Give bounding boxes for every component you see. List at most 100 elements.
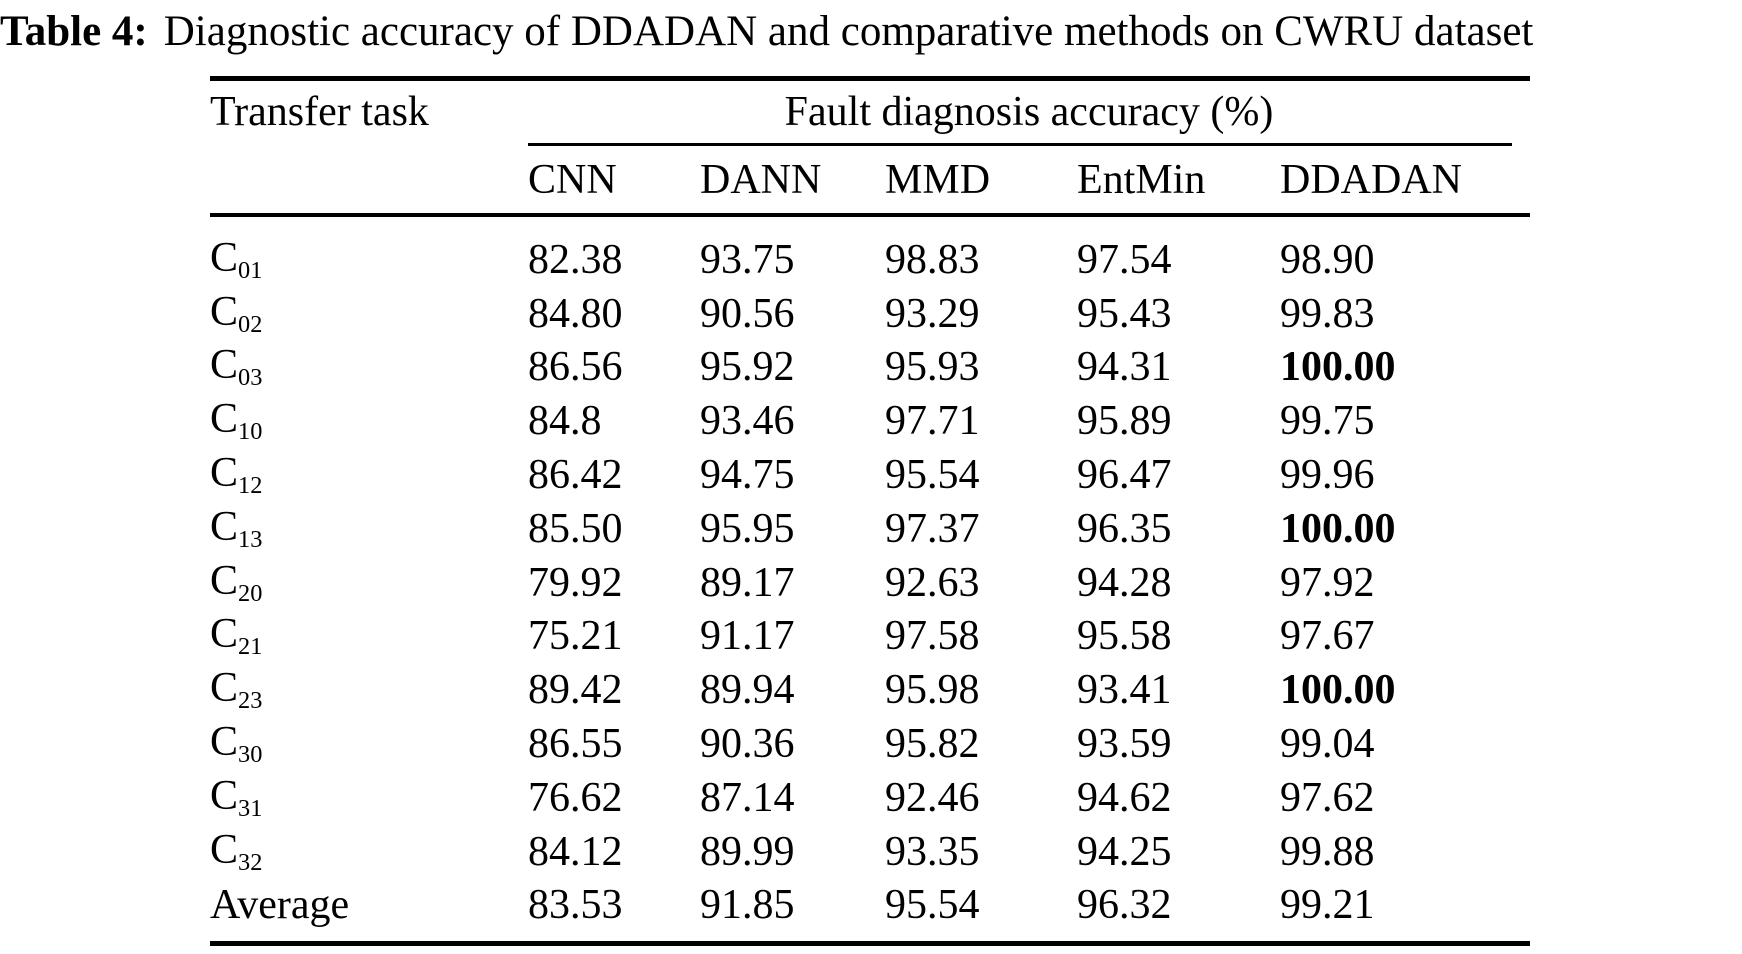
transfer-task-cell: C20 bbox=[210, 560, 528, 606]
top-rule bbox=[210, 76, 1530, 81]
table-caption: Table 4: Diagnostic accuracy of DDADAN an… bbox=[0, 6, 1742, 58]
accuracy-value-cell: 97.62 bbox=[1280, 774, 1375, 821]
transfer-task-cell: C31 bbox=[210, 775, 528, 821]
accuracy-value-cell: 85.50 bbox=[528, 505, 623, 552]
table-header-row-1: Transfer task Fault diagnosis accuracy (… bbox=[210, 81, 1530, 143]
transfer-task-subscript: 21 bbox=[238, 633, 263, 661]
transfer-task-cell: Average bbox=[210, 884, 528, 926]
accuracy-value-cell: 95.89 bbox=[1077, 398, 1172, 445]
table-body: C01 82.38 93.75 98.83 97.54 98.90 C02 84.80 90.5… bbox=[210, 217, 1530, 932]
transfer-task-subscript: 20 bbox=[238, 579, 263, 607]
accuracy-value-cell: 95.43 bbox=[1077, 290, 1172, 337]
accuracy-value-cell: 89.42 bbox=[528, 667, 623, 714]
table-row: C21 75.21 91.17 97.58 95.58 97.67 bbox=[210, 610, 1530, 664]
table-row: C23 89.42 89.94 95.98 93.41 100.00 bbox=[210, 663, 1530, 717]
transfer-task-name: Average bbox=[210, 882, 350, 929]
transfer-task-name: C bbox=[210, 342, 239, 389]
column-header-dann: DANN bbox=[700, 156, 822, 203]
transfer-task-name: C bbox=[210, 503, 239, 550]
transfer-task-name: C bbox=[210, 611, 239, 658]
accuracy-value-cell: 95.98 bbox=[885, 667, 980, 714]
accuracy-value-cell: 93.41 bbox=[1077, 667, 1172, 714]
accuracy-value-cell: 99.88 bbox=[1280, 828, 1375, 875]
transfer-task-subscript: 32 bbox=[238, 848, 263, 876]
accuracy-value-cell: 100.00 bbox=[1280, 505, 1396, 552]
transfer-task-subscript: 13 bbox=[238, 525, 263, 553]
accuracy-value-cell: 99.75 bbox=[1280, 398, 1375, 445]
transfer-task-subscript: 03 bbox=[238, 364, 263, 392]
accuracy-value-cell: 95.54 bbox=[885, 882, 980, 929]
accuracy-value-cell: 95.82 bbox=[885, 721, 980, 768]
accuracy-value-cell: 91.85 bbox=[700, 882, 795, 929]
table-row: C20 79.92 89.17 92.63 94.28 97.92 bbox=[210, 556, 1530, 610]
table-caption-text: Diagnostic accuracy of DDADAN and compar… bbox=[163, 8, 1534, 55]
accuracy-value-cell: 76.62 bbox=[528, 774, 623, 821]
accuracy-value-cell: 99.83 bbox=[1280, 290, 1375, 337]
transfer-task-cell: C10 bbox=[210, 398, 528, 444]
column-header-mmd: MMD bbox=[885, 156, 991, 203]
transfer-task-cell: C30 bbox=[210, 721, 528, 767]
accuracy-value-cell: 90.36 bbox=[700, 721, 795, 768]
transfer-task-cell: C02 bbox=[210, 291, 528, 337]
table-row: C31 76.62 87.14 92.46 94.62 97.62 bbox=[210, 771, 1530, 825]
table-row: C32 84.12 89.99 93.35 94.25 99.88 bbox=[210, 825, 1530, 879]
accuracy-value-cell: 79.92 bbox=[528, 559, 623, 606]
transfer-task-cell: C32 bbox=[210, 829, 528, 875]
table-row: C13 85.50 95.95 97.37 96.35 100.00 bbox=[210, 502, 1530, 556]
accuracy-value-cell: 97.58 bbox=[885, 613, 980, 660]
accuracy-value-cell: 92.63 bbox=[885, 559, 980, 606]
accuracy-value-cell: 82.38 bbox=[528, 236, 623, 283]
transfer-task-subscript: 02 bbox=[238, 310, 263, 338]
column-header-ddadan: DDADAN bbox=[1280, 156, 1462, 203]
accuracy-value-cell: 91.17 bbox=[700, 613, 795, 660]
accuracy-value-cell: 83.53 bbox=[528, 882, 623, 929]
accuracy-value-cell: 99.21 bbox=[1280, 882, 1375, 929]
table-row: C01 82.38 93.75 98.83 97.54 98.90 bbox=[210, 233, 1530, 287]
table-bottom-spacer bbox=[210, 932, 1530, 941]
accuracy-value-cell: 93.29 bbox=[885, 290, 980, 337]
transfer-task-subscript: 31 bbox=[238, 794, 263, 822]
accuracy-value-cell: 90.56 bbox=[700, 290, 795, 337]
accuracy-value-cell: 95.95 bbox=[700, 505, 795, 552]
table-row: C10 84.8 93.46 97.71 95.89 99.75 bbox=[210, 394, 1530, 448]
table-header-row-2: CNN DANN MMD EntMin DDADAN bbox=[210, 146, 1530, 213]
accuracy-value-cell: 89.99 bbox=[700, 828, 795, 875]
accuracy-value-cell: 89.17 bbox=[700, 559, 795, 606]
accuracy-value-cell: 99.96 bbox=[1280, 452, 1375, 499]
accuracy-value-cell: 94.25 bbox=[1077, 828, 1172, 875]
table-row: C12 86.42 94.75 95.54 96.47 99.96 bbox=[210, 448, 1530, 502]
accuracy-value-cell: 97.37 bbox=[885, 505, 980, 552]
accuracy-value-cell: 99.04 bbox=[1280, 721, 1375, 768]
transfer-task-cell: C12 bbox=[210, 452, 528, 498]
table-row: C03 86.56 95.92 95.93 94.31 100.00 bbox=[210, 341, 1530, 395]
transfer-task-subscript: 01 bbox=[238, 256, 263, 284]
cmid-rule bbox=[528, 143, 1512, 146]
accuracy-value-cell: 93.59 bbox=[1077, 721, 1172, 768]
transfer-task-subscript: 12 bbox=[238, 471, 263, 499]
accuracy-value-cell: 84.8 bbox=[528, 398, 602, 445]
transfer-task-cell: C23 bbox=[210, 667, 528, 713]
accuracy-value-cell: 84.12 bbox=[528, 828, 623, 875]
accuracy-value-cell: 84.80 bbox=[528, 290, 623, 337]
accuracy-value-cell: 98.83 bbox=[885, 236, 980, 283]
accuracy-value-cell: 97.71 bbox=[885, 398, 980, 445]
accuracy-value-cell: 94.31 bbox=[1077, 344, 1172, 391]
results-table: Transfer task Fault diagnosis accuracy (… bbox=[210, 76, 1530, 947]
accuracy-value-cell: 96.35 bbox=[1077, 505, 1172, 552]
transfer-task-cell: C01 bbox=[210, 237, 528, 283]
accuracy-value-cell: 95.92 bbox=[700, 344, 795, 391]
column-header-cnn: CNN bbox=[528, 156, 617, 203]
accuracy-value-cell: 93.35 bbox=[885, 828, 980, 875]
transfer-task-subscript: 10 bbox=[238, 418, 263, 446]
accuracy-value-cell: 100.00 bbox=[1280, 667, 1396, 714]
accuracy-value-cell: 86.55 bbox=[528, 721, 623, 768]
transfer-task-name: C bbox=[210, 288, 239, 335]
transfer-task-cell: C21 bbox=[210, 613, 528, 659]
transfer-task-name: C bbox=[210, 718, 239, 765]
accuracy-value-cell: 94.62 bbox=[1077, 774, 1172, 821]
header-rule bbox=[210, 213, 1530, 217]
transfer-task-name: C bbox=[210, 450, 239, 496]
column-header-entmin: EntMin bbox=[1077, 156, 1206, 203]
table-row: Average 83.53 91.85 95.54 96.32 99.21 bbox=[210, 879, 1530, 933]
